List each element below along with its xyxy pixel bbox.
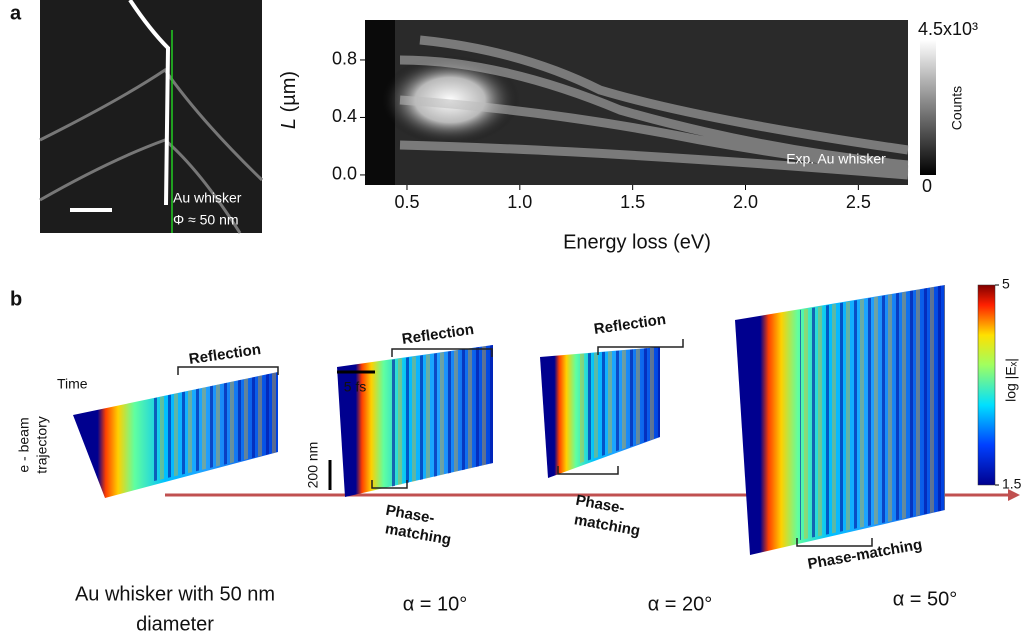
- arrow-head: [1008, 489, 1020, 501]
- panel-label: a: [10, 2, 22, 24]
- field-map-fringes: [800, 285, 945, 540]
- reflection-label: Reflection: [188, 341, 262, 368]
- length-scale-label: 200 nm: [305, 442, 321, 489]
- time-label: Time: [57, 376, 88, 392]
- image-label: Au whisker: [173, 190, 242, 206]
- y-unit: (µm): [278, 71, 300, 113]
- colorbar-min: 0: [922, 176, 932, 196]
- whisker: [128, 0, 171, 206]
- panel-label: b: [10, 288, 22, 310]
- field-map-fringes: [390, 345, 493, 487]
- heatmap: Exp. Au whisker: [365, 20, 909, 185]
- field-map-fringes: [150, 372, 278, 482]
- colorbar-label: log |Eₓ|: [1003, 358, 1019, 402]
- x-tick-label: 2.5: [846, 192, 871, 212]
- reflection-label: Reflection: [593, 311, 667, 338]
- field-map-fringes: [580, 347, 660, 463]
- caption: α = 50°: [893, 588, 958, 610]
- colorbar-ticks: 1.55: [995, 276, 1022, 492]
- caption: Au whisker with 50 nm: [75, 583, 275, 605]
- x-tick-label: 1.0: [507, 192, 532, 212]
- phase-label: matching: [384, 520, 453, 548]
- x-tick-label: 2.0: [733, 192, 758, 212]
- sem-image: [40, 0, 262, 233]
- caption: diameter: [136, 613, 214, 635]
- phase-label: matching: [573, 511, 642, 539]
- y-tick-label: 0.8: [332, 49, 357, 69]
- trajectory-label: e - beam: [16, 417, 32, 472]
- colorbar-label: Counts: [949, 86, 965, 130]
- simulation-panels: [73, 285, 945, 555]
- x-tick-label: 1.5: [620, 192, 645, 212]
- brackets: [177, 339, 873, 547]
- time-scale-label: 5 fs: [344, 379, 367, 395]
- annotation: Exp. Au whisker: [786, 151, 886, 167]
- caption: α = 10°: [403, 593, 468, 615]
- phase-label: Phase-matching: [806, 536, 923, 573]
- colorbar: [920, 40, 936, 175]
- y-tick-label: 0.0: [332, 164, 357, 184]
- y-axis-label: L (µm): [278, 71, 300, 129]
- colorbar-tick-label: 1.5: [1002, 476, 1022, 492]
- trajectory-label: trajectory: [34, 416, 50, 474]
- colorbar-tick-label: 5: [1002, 276, 1010, 292]
- caption: α = 20°: [648, 593, 713, 615]
- image-label: Φ ≈ 50 nm: [173, 212, 239, 228]
- mode-band: [399, 35, 909, 180]
- colorbar-max: 4.5x10³: [918, 19, 978, 39]
- x-axis-label: Energy loss (eV): [563, 231, 711, 253]
- colorbar: [977, 284, 996, 486]
- y-tick-label: 0.4: [332, 106, 357, 126]
- y-var: L: [278, 118, 300, 129]
- axis-ticks: 0.5 1.0 1.5 2.0 2.5 0.0 0.4 0.8: [332, 49, 871, 212]
- x-tick-label: 0.5: [394, 192, 419, 212]
- reflection-label: Reflection: [401, 321, 475, 348]
